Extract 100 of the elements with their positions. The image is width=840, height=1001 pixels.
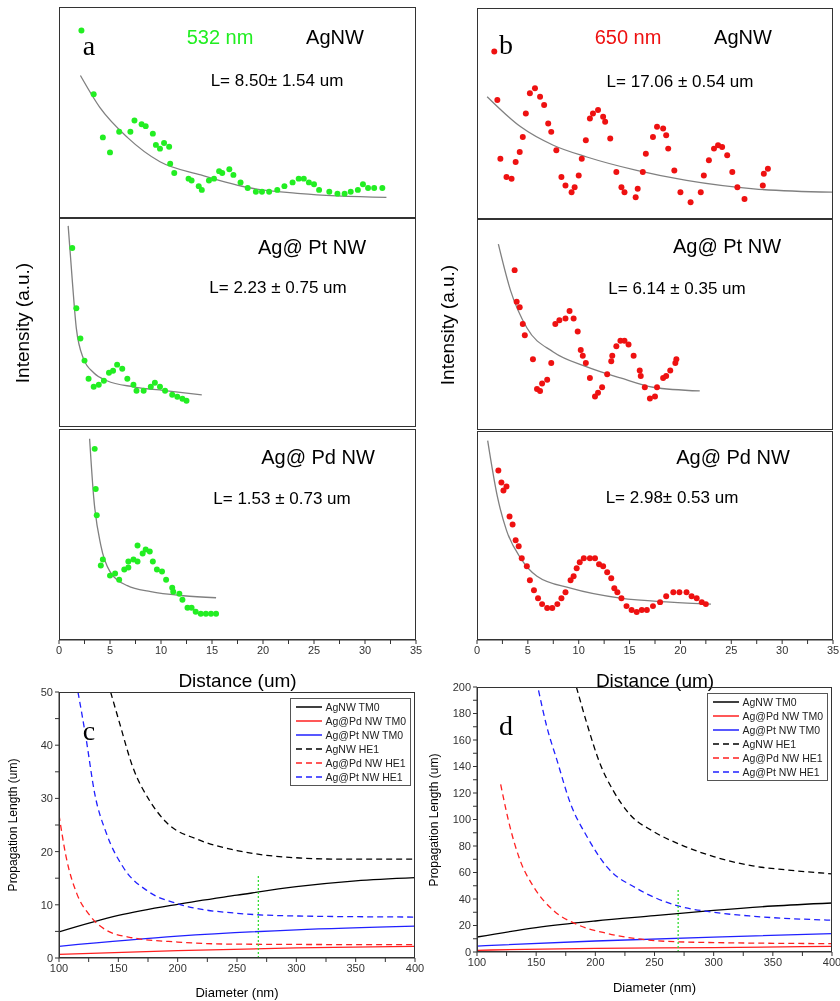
x-tick-label: 200: [168, 961, 187, 974]
point: [149, 558, 156, 565]
point: [127, 128, 134, 135]
x-tick-label: 100: [49, 961, 69, 974]
point: [512, 537, 519, 544]
point: [508, 175, 515, 182]
legend-label: Ag@Pd NW TM0: [742, 710, 823, 722]
y-tick-label: 120: [452, 786, 471, 799]
point: [162, 387, 169, 394]
legend-label: Ag@Pt NW HE1: [742, 766, 820, 778]
point: [599, 384, 606, 391]
point: [613, 343, 620, 350]
point: [687, 199, 694, 206]
y-axis-title: Intensity (a.u.): [436, 264, 458, 385]
point: [526, 90, 533, 97]
point: [130, 381, 137, 388]
x-tick-label: 250: [227, 961, 247, 974]
point: [202, 610, 209, 617]
point: [365, 185, 372, 191]
point: [192, 608, 199, 615]
point: [539, 601, 546, 608]
x-tick-label: 25: [307, 643, 321, 656]
line-series: [537, 689, 832, 921]
legend-label: AgNW TM0: [325, 701, 380, 713]
point: [359, 181, 366, 188]
point: [663, 132, 670, 139]
point: [171, 170, 178, 176]
point: [702, 601, 709, 608]
point: [252, 188, 259, 195]
point: [511, 267, 518, 274]
point: [526, 577, 533, 584]
point: [705, 157, 712, 164]
point: [230, 171, 237, 178]
point: [518, 555, 525, 562]
point: [711, 145, 717, 152]
point: [99, 556, 106, 563]
annotation: L= 17.06 ± 0.54 um: [606, 71, 754, 91]
point: [579, 352, 586, 359]
point: [649, 603, 656, 610]
point: [491, 48, 498, 55]
point: [688, 593, 695, 600]
point: [625, 341, 632, 348]
point: [519, 321, 526, 328]
x-tick-label: 25: [725, 643, 738, 656]
point: [506, 513, 513, 520]
annotation: Ag@ Pt NW: [257, 236, 367, 258]
x-tick-label: 15: [205, 643, 219, 656]
x-tick-label: 30: [776, 643, 789, 656]
point: [602, 118, 609, 125]
legend-label: Ag@Pd NW HE1: [325, 757, 406, 769]
point: [553, 147, 560, 154]
point: [513, 298, 520, 305]
x-tick-label: 10: [154, 643, 168, 656]
y-tick-label: 40: [40, 739, 53, 752]
legend-label: Ag@Pt NW TM0: [325, 729, 404, 741]
point: [677, 189, 684, 196]
point: [541, 102, 548, 109]
point: [509, 521, 516, 528]
x-axis-title: Diameter (nm): [195, 984, 279, 1000]
point: [549, 605, 556, 612]
point: [151, 379, 158, 386]
point: [574, 328, 581, 335]
point: [274, 186, 281, 193]
point: [516, 148, 523, 155]
point: [149, 130, 156, 137]
point: [556, 317, 563, 324]
point: [614, 589, 621, 596]
point: [497, 155, 504, 162]
point: [586, 374, 593, 381]
point: [604, 371, 611, 378]
point: [636, 367, 643, 374]
point: [566, 308, 573, 315]
legend-label: AgNW TM0: [742, 696, 797, 708]
x-tick-label: 5: [524, 643, 531, 656]
point: [107, 149, 113, 156]
point: [621, 337, 628, 344]
x-tick-label: 15: [623, 643, 636, 656]
point: [142, 123, 149, 130]
point: [657, 599, 664, 606]
y-tick-label: 80: [458, 839, 471, 852]
y-tick-label: 140: [452, 760, 471, 773]
point: [140, 387, 147, 394]
annotation: Ag@ Pd NW: [261, 446, 375, 468]
y-tick-label: 50: [40, 685, 53, 698]
x-tick-label: 150: [109, 961, 128, 974]
point: [548, 128, 555, 135]
x-tick-label: 35: [826, 643, 840, 656]
point: [548, 360, 555, 367]
point: [281, 183, 288, 190]
point: [107, 572, 113, 579]
point: [586, 115, 593, 122]
point: [623, 603, 630, 610]
point: [558, 174, 565, 181]
point: [213, 610, 220, 617]
point: [134, 558, 141, 565]
point: [519, 133, 526, 140]
point: [676, 589, 683, 596]
y-tick-label: 30: [40, 792, 53, 805]
y-axis-title: Propagation Length (um): [427, 753, 441, 886]
point: [354, 186, 361, 193]
